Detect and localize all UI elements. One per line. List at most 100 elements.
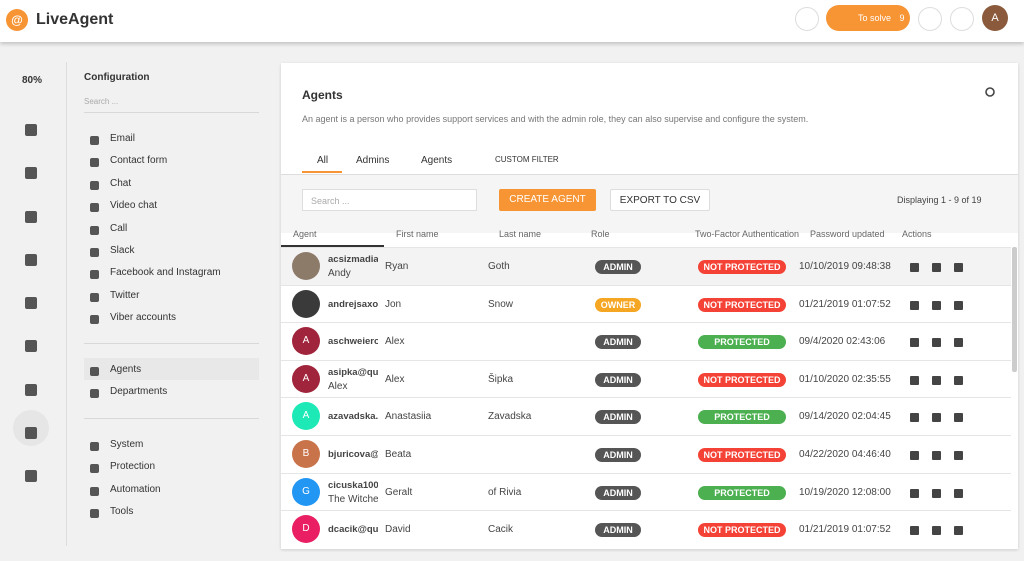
action-icon[interactable] <box>932 451 941 460</box>
sidebar-item[interactable]: Protection <box>110 461 156 473</box>
panel-description: An agent is a person who provides suppor… <box>302 114 809 124</box>
sidebar-item[interactable]: Chat <box>110 177 132 189</box>
sidebar-icon <box>90 225 99 235</box>
role: ADMIN <box>595 485 641 500</box>
column-header[interactable]: Last name <box>499 229 542 239</box>
action-icon[interactable] <box>954 413 963 423</box>
column-header[interactable]: Agent <box>293 229 317 239</box>
rail-icon[interactable] <box>25 384 37 396</box>
sidebar-item[interactable]: Email <box>110 133 136 144</box>
sidebar-item[interactable]: Departments <box>110 386 168 398</box>
column-header[interactable]: Password updated <box>810 229 885 239</box>
sidebar-icon <box>90 203 99 213</box>
rail-icon[interactable] <box>25 427 37 439</box>
add-button[interactable] <box>795 7 819 31</box>
table-row[interactable]: andrejsaxon Jon Snow OWNER NOT PROTECTED 01/2… <box>281 284 1011 323</box>
action-icon[interactable] <box>954 375 963 385</box>
action-icon[interactable] <box>954 263 963 272</box>
rail-icon[interactable] <box>25 340 37 352</box>
call-button[interactable] <box>950 7 974 31</box>
action-icon[interactable] <box>910 338 919 348</box>
user-avatar[interactable]: A <box>982 5 1008 31</box>
password-updated: 04/22/2020 04:46:40 <box>799 449 891 460</box>
column-header[interactable]: Two-Factor Authentication <box>695 229 800 239</box>
sidebar <box>66 62 271 546</box>
action-icon[interactable] <box>954 488 963 498</box>
two-factor: NOT PROTECTED <box>698 297 786 312</box>
action-icon[interactable] <box>910 488 919 498</box>
sidebar-item[interactable]: Twitter <box>110 289 140 301</box>
tab[interactable]: All <box>317 155 329 166</box>
last-name: Šipka <box>488 373 514 385</box>
sidebar-item[interactable]: System <box>110 439 144 450</box>
action-icon[interactable] <box>932 526 941 536</box>
tab-border <box>281 174 1018 175</box>
action-icon[interactable] <box>932 300 941 310</box>
rail-icon[interactable] <box>25 254 37 266</box>
rail-icon[interactable] <box>25 470 37 482</box>
action-icon[interactable] <box>932 413 941 423</box>
sidebar-item[interactable]: Agents <box>110 364 142 375</box>
sidebar-item[interactable]: Tools <box>110 506 134 518</box>
tab-underline <box>302 171 342 173</box>
column-header[interactable]: Actions <box>902 229 932 239</box>
sidebar-item[interactable]: Call <box>110 222 128 234</box>
tab[interactable]: Admins <box>356 155 390 166</box>
create-agent-button[interactable]: CREATE AGENT <box>499 189 596 211</box>
divider <box>84 343 259 344</box>
action-icon[interactable] <box>910 375 919 385</box>
tab[interactable]: CUSTOM FILTER <box>495 155 559 164</box>
sidebar-item[interactable]: Video chat <box>110 200 158 212</box>
sidebar-item[interactable]: Facebook and Instagram <box>110 267 221 279</box>
tab[interactable]: Agents <box>421 155 453 166</box>
sidebar-item[interactable]: Contact form <box>110 155 168 167</box>
to-solve-button[interactable]: To solve 9 <box>826 5 910 31</box>
action-icon[interactable] <box>910 300 919 310</box>
rail-icon[interactable] <box>25 297 37 309</box>
action-icon[interactable] <box>910 451 919 460</box>
sidebar-item[interactable]: Viber accounts <box>110 312 176 324</box>
password-updated: 01/10/2020 02:35:55 <box>799 373 891 385</box>
action-icon[interactable] <box>932 488 941 498</box>
password-updated: 01/21/2019 01:07:52 <box>799 298 891 310</box>
action-icon[interactable] <box>932 263 941 272</box>
sidebar-title: Configuration <box>84 72 150 83</box>
action-icon[interactable] <box>954 526 963 536</box>
action-icon[interactable] <box>910 526 919 536</box>
sidebar-search[interactable]: Search ... <box>84 97 119 106</box>
two-factor: PROTECTED <box>698 335 786 350</box>
refresh-icon[interactable] <box>984 86 996 98</box>
export-button[interactable]: EXPORT TO CSV <box>610 189 710 211</box>
action-icon[interactable] <box>954 300 963 310</box>
column-header[interactable]: First name <box>396 229 439 239</box>
scrollbar[interactable] <box>1012 247 1017 372</box>
table-row[interactable]: acsizmadia Andy Ryan Goth ADMIN NOT PROTECTED… <box>281 247 1011 285</box>
svg-text:@: @ <box>11 13 23 27</box>
rail-icon[interactable] <box>25 211 37 223</box>
action-icon[interactable] <box>954 451 963 460</box>
sidebar-item[interactable]: Slack <box>110 245 135 256</box>
sidebar-item[interactable]: Automation <box>110 483 161 495</box>
first-name: Jon <box>385 298 402 310</box>
column-header[interactable]: Role <box>591 229 610 239</box>
username: cicuska100 <box>328 479 378 491</box>
action-icon[interactable] <box>932 375 941 385</box>
action-icon[interactable] <box>932 338 941 348</box>
rail-icon[interactable] <box>25 167 37 179</box>
two-factor: NOT PROTECTED <box>698 260 786 274</box>
action-icon[interactable] <box>910 263 919 272</box>
chat-button[interactable] <box>918 7 942 31</box>
first-name: David <box>385 524 411 536</box>
table-search[interactable]: Search ... <box>302 189 477 211</box>
last-name: Snow <box>488 298 514 310</box>
action-icon[interactable] <box>954 338 963 348</box>
action-icon[interactable] <box>910 413 919 423</box>
rail-icon[interactable] <box>25 124 37 136</box>
sidebar-icon <box>90 136 99 145</box>
